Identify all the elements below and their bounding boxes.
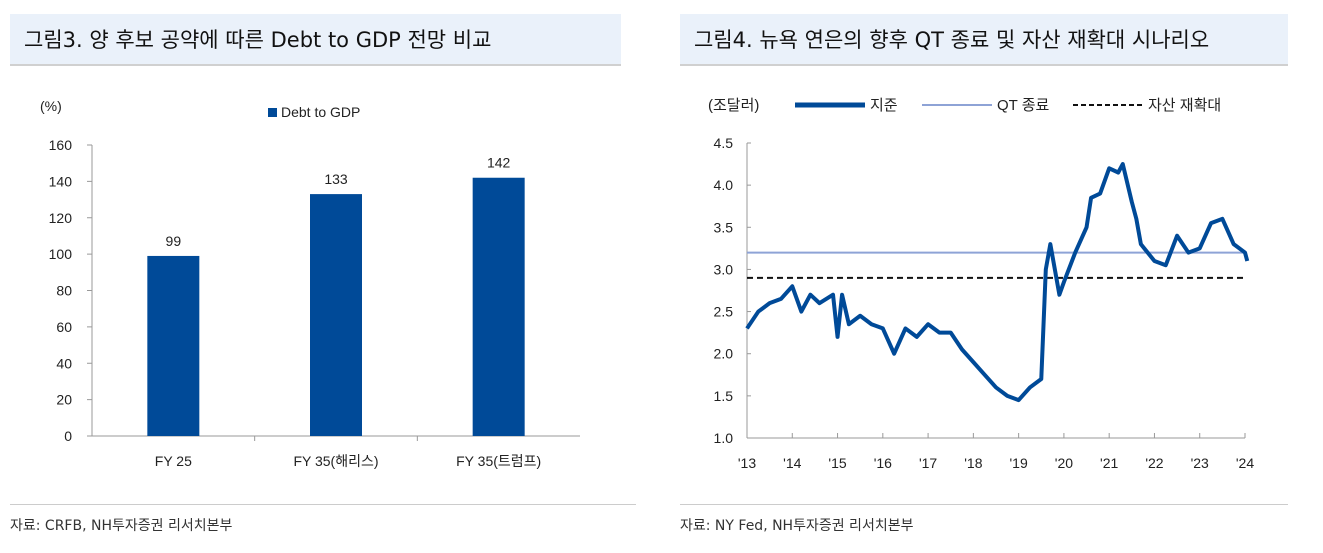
x-tick-label: '13 (738, 455, 756, 471)
y-tick-label: 4.0 (714, 177, 734, 193)
data-label: 133 (324, 171, 348, 187)
y-axis-label: (%) (40, 98, 62, 114)
x-tick-label: '22 (1145, 455, 1163, 471)
x-tick-label: FY 35(트럼프) (456, 453, 541, 469)
y-tick-label: 20 (56, 392, 72, 408)
x-tick-label: '15 (828, 455, 846, 471)
y-tick-label: 100 (49, 246, 73, 262)
y-tick-label: 160 (49, 137, 73, 153)
y-tick-label: 140 (49, 173, 73, 189)
bar (472, 177, 525, 437)
legend-label: 자산 재확대 (1148, 97, 1221, 114)
chart3-title: 그림3. 양 후보 공약에 따른 Debt to GDP 전망 비교 (10, 14, 621, 66)
x-tick-label: '24 (1236, 455, 1254, 471)
y-tick-label: 80 (56, 283, 72, 299)
y-tick-label: 3.5 (714, 219, 734, 235)
y-tick-label: 40 (56, 355, 72, 371)
x-tick-label: '16 (874, 455, 892, 471)
y-tick-label: 1.5 (714, 388, 734, 404)
x-tick-label: '19 (1010, 455, 1028, 471)
chart3-source: 자료: CRFB, NH투자증권 리서치본부 (10, 504, 636, 535)
y-tick-label: 4.5 (714, 135, 734, 151)
x-tick-label: '23 (1191, 455, 1209, 471)
chart4-source: 자료: NY Fed, NH투자증권 리서치본부 (680, 504, 1288, 535)
x-tick-label: '21 (1100, 455, 1118, 471)
data-label: 99 (166, 233, 182, 249)
y-tick-label: 1.0 (714, 430, 734, 446)
y-tick-label: 60 (56, 319, 72, 335)
y-tick-label: 120 (49, 210, 73, 226)
reserves-line (745, 162, 1250, 403)
y-axis-label: (조달러) (708, 97, 759, 114)
y-tick-label: 0 (64, 428, 72, 444)
legend-label: QT 종료 (997, 97, 1050, 114)
x-tick-label: '20 (1055, 455, 1073, 471)
y-tick-label: 2.0 (714, 346, 734, 362)
legend-label: Debt to GDP (281, 104, 360, 120)
x-tick-label: '18 (964, 455, 982, 471)
bar (310, 194, 362, 436)
legend-label: 지준 (870, 97, 898, 114)
x-tick-label: '17 (919, 455, 937, 471)
x-tick-label: '14 (783, 455, 801, 471)
y-tick-label: 2.5 (714, 304, 734, 320)
legend-swatch (268, 108, 277, 117)
y-tick-label: 3.0 (714, 261, 734, 277)
x-tick-label: FY 35(해리스) (293, 453, 378, 469)
data-label: 142 (487, 155, 511, 171)
bar (147, 255, 200, 436)
x-tick-label: FY 25 (155, 453, 192, 469)
chart4-title: 그림4. 뉴욕 연은의 향후 QT 종료 및 자산 재확대 시나리오 (680, 14, 1288, 66)
